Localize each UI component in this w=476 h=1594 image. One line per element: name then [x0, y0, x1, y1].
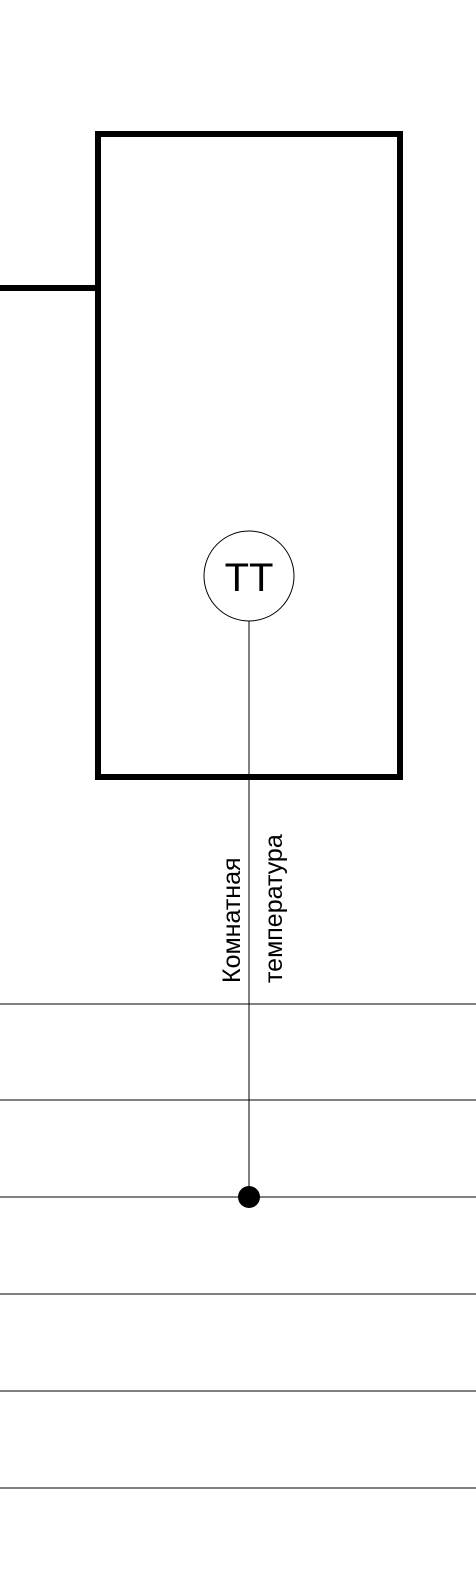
- signal-label: Комнатная температура: [218, 834, 288, 983]
- temperature-transmitter[interactable]: TT: [203, 530, 295, 622]
- instrument-bubble: [203, 530, 295, 622]
- signal-label-line1: Комнатная: [218, 857, 246, 983]
- signal-label-line2: температура: [260, 834, 288, 983]
- instrument-tag: TT: [225, 556, 274, 600]
- bus-lines: [0, 1003, 476, 1489]
- connection-dot: [238, 1186, 260, 1208]
